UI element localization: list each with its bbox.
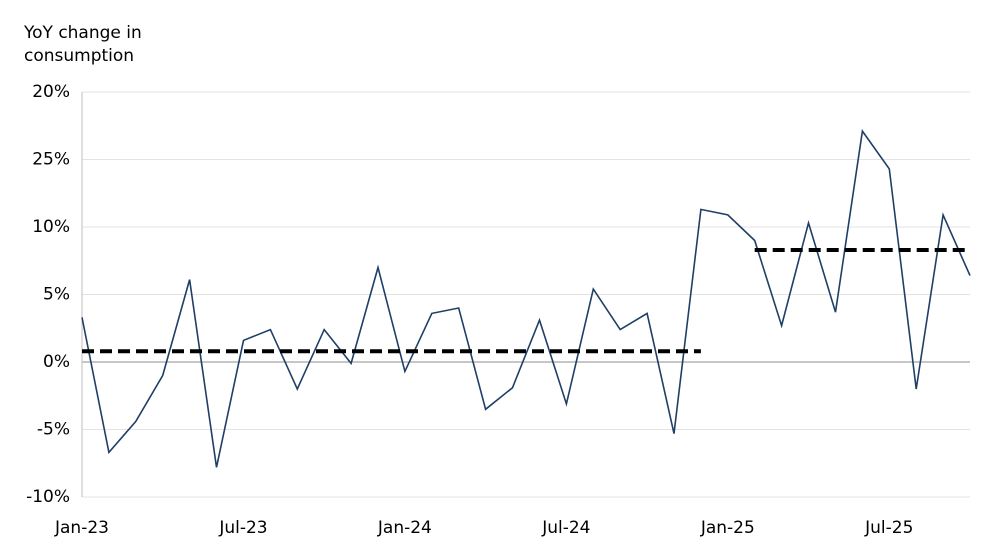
x-tick-label: Jul-23 [218,518,267,538]
y-tick-label: 5% [43,285,70,305]
y-tick-label: 25% [32,150,70,170]
x-tick-label: Jan-25 [700,518,755,538]
data-line [81,129,971,468]
y-tick-label: -5% [37,420,70,440]
y-tick-label: 10% [32,217,70,237]
y-tick-label: 20% [32,82,70,102]
y-axis-title: consumption [24,46,134,66]
x-tick-label: Jan-24 [377,518,432,538]
x-tick-label: Jan-23 [54,518,109,538]
x-tick-label: Jul-24 [541,518,590,538]
y-tick-label: -10% [26,487,70,507]
y-axis-title: YoY change in [23,23,142,43]
y-tick-label: 0% [43,352,70,372]
x-tick-label: Jul-25 [864,518,913,538]
